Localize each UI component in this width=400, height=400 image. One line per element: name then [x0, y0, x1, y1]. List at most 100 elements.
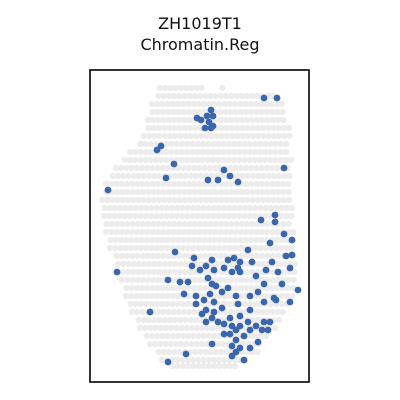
background-spot: [206, 164, 213, 172]
background-spot: [176, 92, 183, 100]
background-spot: [204, 324, 211, 332]
background-spot: [173, 324, 180, 332]
background-spot: [226, 300, 233, 308]
highlighted-spot: [208, 280, 216, 288]
background-spot: [138, 292, 145, 300]
background-spot: [170, 180, 177, 188]
background-spot: [221, 362, 228, 370]
background-spot: [253, 108, 260, 116]
background-spot: [219, 340, 226, 348]
background-spot: [119, 220, 126, 228]
background-spot: [194, 156, 201, 164]
background-spot: [153, 244, 160, 252]
chart-title: ZH1019T1: [158, 14, 242, 33]
background-spot: [208, 196, 215, 204]
highlighted-spot: [248, 258, 256, 266]
background-spot: [196, 276, 204, 284]
background-spot: [123, 284, 130, 292]
background-spot: [268, 100, 275, 108]
background-spot: [129, 220, 136, 228]
background-spot: [232, 108, 239, 116]
background-spot: [255, 260, 262, 268]
background-spot: [124, 276, 131, 284]
background-spot: [134, 180, 141, 188]
background-spot: [242, 100, 249, 108]
background-spot: [222, 116, 230, 124]
background-spot: [233, 92, 240, 100]
highlighted-spot: [266, 318, 274, 326]
background-spot: [270, 172, 277, 180]
background-spot: [160, 252, 167, 260]
background-spot: [165, 108, 172, 116]
background-spot: [159, 236, 166, 244]
background-spot: [171, 124, 178, 132]
background-spot: [170, 308, 177, 316]
background-spot: [173, 148, 180, 156]
background-spot: [128, 228, 136, 236]
background-spot: [257, 204, 264, 212]
background-spot: [191, 308, 198, 316]
background-spot: [174, 100, 182, 108]
background-spot: [123, 228, 130, 236]
background-spot: [165, 180, 172, 188]
background-spot: [253, 164, 260, 172]
background-spot: [202, 188, 209, 196]
background-spot: [233, 188, 240, 196]
background-spot: [150, 196, 158, 204]
background-spots-group: [98, 84, 298, 370]
background-spot: [166, 132, 174, 140]
background-spot: [253, 236, 260, 244]
background-spot: [175, 108, 182, 116]
background-spot: [243, 284, 250, 292]
background-spot: [155, 92, 162, 100]
background-spot: [145, 268, 152, 276]
highlighted-spot: [210, 266, 218, 274]
background-spot: [120, 260, 127, 268]
background-spot: [243, 276, 250, 284]
background-spot: [132, 244, 140, 252]
background-spot: [243, 116, 250, 124]
background-spot: [113, 252, 120, 260]
background-spot: [178, 148, 186, 156]
background-spot: [259, 252, 266, 260]
background-spot: [246, 212, 253, 220]
chart-subtitle: Chromatin.Reg: [140, 35, 260, 54]
background-spot: [108, 180, 115, 188]
background-spot: [133, 164, 140, 172]
highlighted-spot: [214, 176, 222, 184]
background-spot: [169, 292, 176, 300]
background-spot: [134, 252, 141, 260]
background-spot: [165, 188, 173, 196]
background-spot: [263, 108, 271, 116]
background-spot: [197, 348, 204, 356]
background-spot: [274, 116, 282, 124]
background-spot: [227, 308, 234, 316]
background-spot: [281, 260, 288, 268]
background-spot: [191, 180, 198, 188]
background-spot: [275, 172, 283, 180]
background-spot: [206, 100, 213, 108]
background-spot: [175, 308, 182, 316]
background-spot: [217, 92, 225, 100]
background-spot: [151, 172, 158, 180]
background-spot: [227, 228, 234, 236]
background-spot: [129, 252, 136, 260]
background-spot: [165, 228, 172, 236]
background-spot: [198, 132, 205, 140]
background-spot: [277, 148, 284, 156]
background-spot: [188, 324, 196, 332]
background-spot: [262, 148, 269, 156]
highlighted-spot: [176, 278, 184, 286]
highlighted-spot: [193, 114, 201, 122]
background-spot: [161, 196, 168, 204]
background-spot: [167, 84, 174, 92]
background-spot: [127, 204, 134, 212]
background-spot: [232, 228, 240, 236]
background-spot: [150, 220, 157, 228]
background-spot: [260, 132, 267, 140]
background-spot: [278, 292, 286, 300]
background-spot: [190, 244, 197, 252]
background-spot: [148, 300, 155, 308]
background-spot: [169, 100, 176, 108]
highlighted-spot: [208, 314, 216, 322]
